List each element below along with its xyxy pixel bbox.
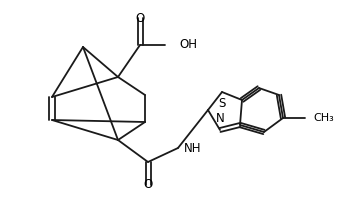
Text: NH: NH xyxy=(184,141,202,154)
Text: O: O xyxy=(136,11,144,24)
Text: N: N xyxy=(216,112,224,125)
Text: CH₃: CH₃ xyxy=(313,113,334,123)
Text: OH: OH xyxy=(179,38,197,51)
Text: S: S xyxy=(218,97,226,110)
Text: O: O xyxy=(143,178,153,192)
